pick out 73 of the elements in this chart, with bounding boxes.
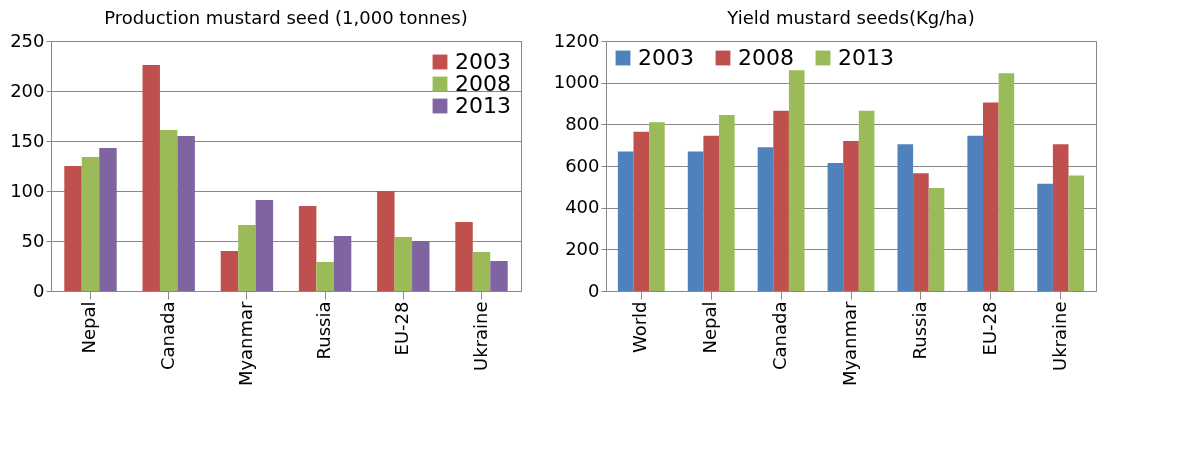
y-tick-label: 0 xyxy=(33,279,45,301)
bar xyxy=(298,206,317,291)
legend-label: 2003 xyxy=(638,45,694,70)
legend-label: 2013 xyxy=(838,45,894,70)
bar xyxy=(81,157,100,291)
x-tick-label: Canada xyxy=(156,301,178,370)
y-tick-label: 400 xyxy=(565,196,600,218)
legend-label: 2008 xyxy=(738,45,794,70)
bar xyxy=(633,131,650,291)
bar xyxy=(773,110,789,291)
x-tick-label: Russia xyxy=(908,301,930,360)
y-tick-label: 0 xyxy=(588,279,600,301)
bar xyxy=(64,166,82,291)
y-tick-label: 800 xyxy=(565,112,600,134)
bar xyxy=(617,151,634,291)
bar xyxy=(394,237,413,291)
legend-label: 2013 xyxy=(455,93,511,118)
x-tick-label: Ukraine xyxy=(1048,301,1070,372)
x-tick-label: Myanmar xyxy=(839,300,860,387)
bar xyxy=(649,122,665,291)
chart-title: Production mustard seed (1,000 tonnes) xyxy=(104,7,468,28)
bar xyxy=(333,236,352,291)
bar xyxy=(377,191,395,291)
bar xyxy=(490,261,508,291)
bar xyxy=(1052,144,1069,291)
x-tick-label: Nepal xyxy=(78,301,100,354)
legend-label: 2003 xyxy=(455,49,511,74)
y-tick-label: 200 xyxy=(565,237,600,259)
bar xyxy=(788,70,805,291)
x-tick-label: World xyxy=(629,301,651,354)
x-tick-label: EU-28 xyxy=(978,301,1000,356)
bar xyxy=(316,262,334,291)
bar xyxy=(1037,183,1053,291)
x-tick-label: EU-28 xyxy=(391,301,413,356)
bar xyxy=(928,187,945,291)
bar xyxy=(827,162,844,291)
bar xyxy=(687,151,704,291)
y-tick-label: 100 xyxy=(10,179,45,201)
bar xyxy=(858,110,875,291)
y-tick-label: 1000 xyxy=(553,71,600,93)
y-tick-label: 250 xyxy=(10,29,45,51)
bar xyxy=(412,241,430,291)
x-tick-label: Nepal xyxy=(699,301,721,354)
y-tick-label: 50 xyxy=(21,229,45,251)
bar xyxy=(238,225,256,291)
bar xyxy=(998,73,1015,291)
bar xyxy=(159,130,178,291)
y-tick-label: 600 xyxy=(565,154,600,176)
x-tick-label: Russia xyxy=(313,301,335,360)
bar xyxy=(177,136,195,291)
bar xyxy=(472,252,491,291)
bar xyxy=(99,148,117,291)
x-tick-label: Ukraine xyxy=(469,301,491,372)
y-tick-label: 200 xyxy=(10,79,45,101)
bar xyxy=(255,200,274,291)
bar xyxy=(757,147,774,291)
legend-label: 2008 xyxy=(455,71,511,96)
bar xyxy=(719,114,735,291)
bar xyxy=(982,102,999,291)
chart-title: Yield mustard seeds(Kg/ha) xyxy=(726,7,975,28)
bar xyxy=(913,173,929,291)
bar xyxy=(142,65,160,291)
y-tick-label: 150 xyxy=(10,129,45,151)
x-tick-label: Myanmar xyxy=(234,300,256,387)
bar xyxy=(455,222,473,291)
bar xyxy=(220,251,239,291)
bar xyxy=(1068,175,1085,291)
bar xyxy=(843,141,859,291)
bar xyxy=(897,144,914,291)
bar xyxy=(967,135,983,291)
x-tick-label: Canada xyxy=(769,301,791,370)
bar xyxy=(703,135,720,291)
y-tick-label: 1200 xyxy=(553,29,600,51)
